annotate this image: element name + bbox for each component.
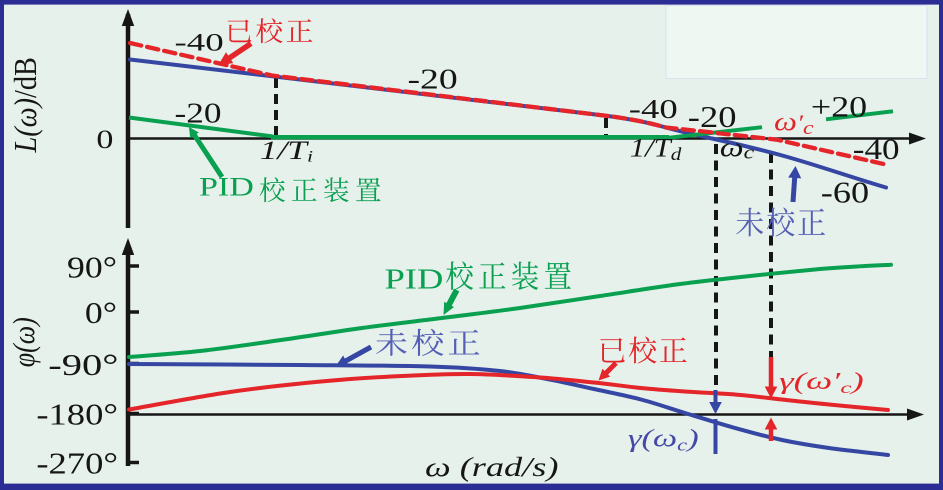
svg-text:0: 0: [96, 125, 113, 154]
svg-text:0°: 0°: [85, 296, 117, 330]
svg-text:1/Ti: 1/Ti: [260, 135, 313, 165]
svg-text:-90°: -90°: [48, 348, 118, 382]
svg-text:γ(ωc): γ(ωc): [628, 423, 699, 454]
svg-text:PID: PID: [385, 264, 444, 296]
svg-text:φ(ω): φ(ω): [8, 317, 41, 367]
svg-text:-40: -40: [175, 28, 224, 56]
svg-text:ω (rad/s): ω (rad/s): [425, 451, 558, 482]
svg-text:-20: -20: [175, 98, 222, 129]
svg-text:+20: +20: [811, 91, 867, 123]
svg-text:-40: -40: [629, 94, 678, 124]
svg-text:-180°: -180°: [36, 398, 118, 431]
svg-text:-40: -40: [853, 133, 900, 166]
svg-text:-60: -60: [821, 176, 869, 210]
svg-text:-20: -20: [408, 63, 458, 95]
svg-text:L(ω)/dB: L(ω)/dB: [9, 57, 44, 153]
svg-text:γ(ω′c): γ(ω′c): [779, 368, 864, 397]
svg-text:-270°: -270°: [36, 447, 118, 480]
svg-text:PID: PID: [199, 172, 254, 201]
svg-text:-20: -20: [688, 101, 737, 134]
svg-text:90°: 90°: [67, 251, 117, 285]
